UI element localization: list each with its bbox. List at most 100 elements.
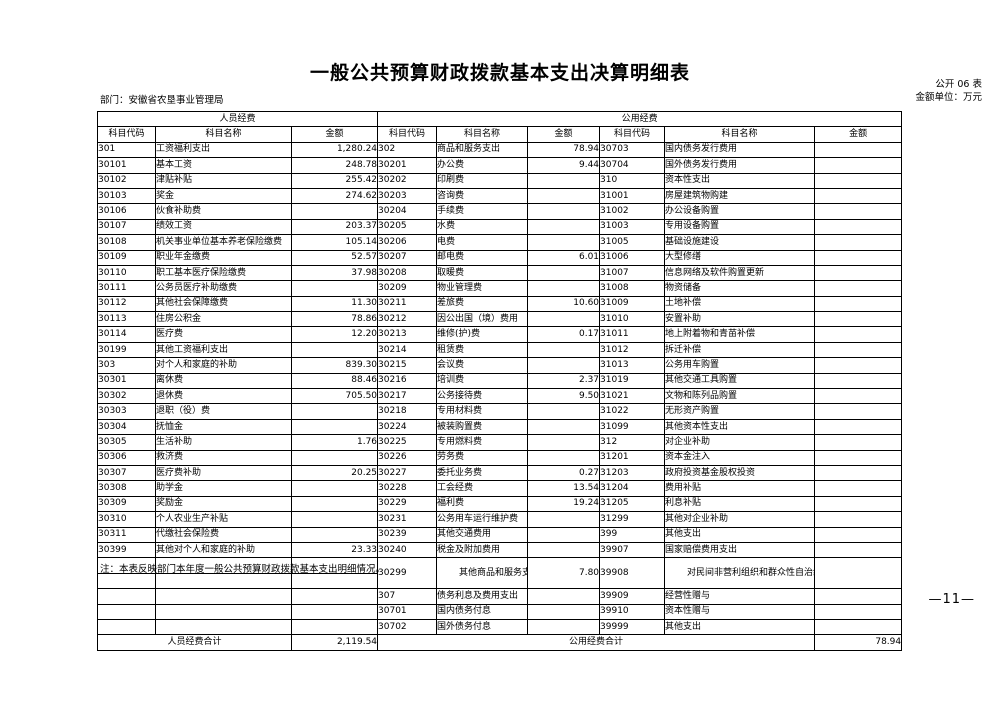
col-header-name-public-right: 科目名称 [664,126,816,143]
cell-amount [814,464,903,482]
cell-name-text: 其他商品和服务支出 [459,567,527,578]
cell-amount: 13.54 [527,480,601,497]
cell-name: 地上附着物和青苗补偿 [664,326,816,343]
cell-amount: 9.44 [527,157,601,174]
cell-name: 津贴补贴 [155,172,292,189]
table-row: 30310 个人农业生产补贴 30231 公务用车运行维护费 31299 其他对企业补助 [97,511,903,528]
cell-name: 维修(护)费 [436,326,529,343]
cell-code: 31299 [599,511,666,528]
table-row: 30305 生活补助 1.76 30225 专用燃料费 312 对企业补助 [97,434,903,451]
cell-name: 其他支出 [664,618,816,636]
cell-code: 31005 [599,234,666,251]
cell-code: 31010 [599,311,666,328]
cell-name: 劳务费 [436,449,529,466]
cell-amount [290,526,379,543]
table-row: 30303 退职（役）费 30218 专用材料费 31022 无形资产购置 [97,403,903,420]
cell-amount [527,187,601,205]
cell-amount: 9.50 [527,388,601,405]
cell-amount [814,311,903,328]
group-header-row: 人员经费 公用经费 [96,110,903,128]
cell-amount [527,434,601,451]
table-row: 30106 伙食补助费 30204 手续费 31002 办公设备购置 [97,203,903,220]
table-row: 30107 绩效工资 203.37 30205 水费 31003 专用设备购置 [97,218,903,236]
cell-code: 30306 [97,449,156,466]
cell-name: 医疗费补助 [155,464,292,482]
cell-amount [814,372,903,390]
cell-code: 31021 [599,388,666,405]
table-row: 30301 离休费 88.46 30216 培训费 2.37 31019 其他交通工具购置 [97,372,903,390]
cell-amount [814,326,903,343]
cell-name: 土地补偿 [664,295,816,313]
cell-name: 其他商品和服务支出 [436,557,529,590]
cell-code: 30101 [97,157,156,174]
cell-code: 30303 [97,403,156,420]
cell-code: 30208 [377,264,438,282]
cell-code: 30107 [97,218,156,236]
cell-amount: 255.42 [290,172,379,189]
cell-amount: 203.37 [290,218,379,236]
cell-code: 30301 [97,372,156,390]
cell-amount [290,449,379,466]
table-row: 307 债务利息及费用支出 39909 经营性赠与 [97,588,903,605]
cell-code: 30202 [377,172,438,189]
cell-code: 31003 [599,218,666,236]
cell-name: 商品和服务支出 [436,141,529,159]
cell-amount [527,218,601,236]
cell-amount: 7.80 [527,557,601,590]
cell-name: 培训费 [436,372,529,390]
cell-name: 抚恤金 [155,418,292,436]
table-row: 30702 国外债务付息 39999 其他支出 [97,618,903,636]
group-header-public: 公用经费 [377,110,903,128]
cell-amount: 274.62 [290,187,379,205]
table-row: 30109 职业年金缴费 52.57 30207 邮电费 6.01 31006 大型修缮 [97,249,903,266]
cell-amount [527,280,601,297]
cell-code: 31203 [599,464,666,482]
table-row: 30199 其他工资福利支出 30214 租赁费 31012 拆迁补偿 [97,341,903,359]
cell-code: 39999 [599,618,666,636]
cell-name: 基本工资 [155,157,292,174]
table-row: 301 工资福利支出 1,280.24 302 商品和服务支出 78.94 30703 国内债… [97,141,903,159]
cell-amount: 0.17 [527,326,601,343]
cell-code: 31022 [599,403,666,420]
cell-code: 31008 [599,280,666,297]
cell-name: 租赁费 [436,341,529,359]
cell-name: 住房公积金 [155,311,292,328]
cell-code: 30311 [97,526,156,543]
cell-name: 咨询费 [436,187,529,205]
cell-name: 国外债务付息 [436,618,529,636]
col-header-name-public-mid: 科目名称 [436,126,529,143]
cell-code: 30305 [97,434,156,451]
cell-amount [814,403,903,420]
cell-code: 30304 [97,418,156,436]
department-label: 部门：安徽省农垦事业管理局 [100,95,224,106]
cell-amount [814,541,903,559]
table-row: 30112 其他社会保障缴费 11.30 30211 差旅费 10.60 31009 土地补偿 [97,295,903,313]
cell-code: 30209 [377,280,438,297]
cell-amount: 52.57 [290,249,379,266]
cell-name: 其他社会保障缴费 [155,295,292,313]
cell-name: 物业管理费 [436,280,529,297]
cell-name: 机关事业单位基本养老保险缴费 [155,234,292,251]
cell-name: 伙食补助费 [155,203,292,220]
cell-name: 会议费 [436,357,529,374]
cell-code: 30217 [377,388,438,405]
cell-amount [527,172,601,189]
cell-name: 取暖费 [436,264,529,282]
col-header-name-personnel: 科目名称 [155,126,292,143]
cell-code: 30226 [377,449,438,466]
cell-amount [290,572,379,590]
cell-code: 30309 [97,495,156,513]
cell-amount [527,341,601,359]
cell-amount [814,187,903,205]
cell-code: 302 [377,141,438,159]
cell-name: 因公出国（境）费用 [436,311,529,328]
cell-name: 专用燃料费 [436,434,529,451]
cell-code: 30702 [377,618,438,636]
cell-name: 印刷费 [436,172,529,189]
cell-name: 邮电费 [436,249,529,266]
cell-amount: 23.33 [290,541,379,559]
cell-code: 30218 [377,403,438,420]
cell-code: 301 [97,141,156,159]
cell-name: 基础设施建设 [664,234,816,251]
